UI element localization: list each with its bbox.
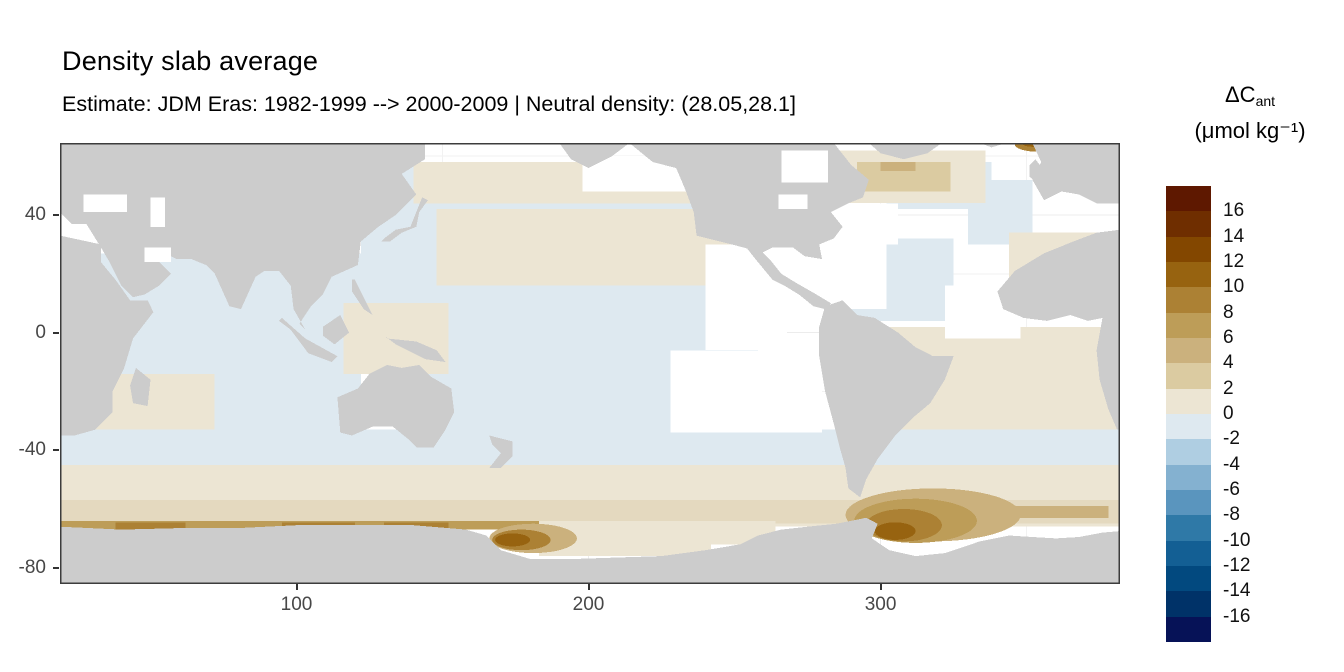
legend-color-swatch xyxy=(1166,388,1211,415)
legend-color-swatch xyxy=(1166,591,1211,618)
legend-color-swatch xyxy=(1166,312,1211,339)
legend-tick-label: 16 xyxy=(1223,200,1245,222)
legend-color-swatch xyxy=(1166,261,1211,288)
legend-color-swatch xyxy=(1166,439,1211,466)
legend-title-symbol: ΔCant xyxy=(1224,82,1276,109)
legend-tick-label: 8 xyxy=(1223,301,1234,323)
region-west-pacific-equatorial-cream xyxy=(343,303,449,374)
map-panel xyxy=(60,143,1120,584)
nodata-black-sea xyxy=(83,194,128,213)
nodata-great-lakes xyxy=(778,194,808,210)
legend-tick-label: 12 xyxy=(1223,250,1245,272)
panel-border xyxy=(60,143,1120,584)
land-british-isles xyxy=(1029,159,1047,186)
legend-color-swatch xyxy=(1166,515,1211,542)
legend-tick-label: -2 xyxy=(1223,428,1240,450)
region-weddell-darkest xyxy=(874,522,916,540)
y-tick-label: -80 xyxy=(18,556,46,578)
legend-tick-label: -12 xyxy=(1223,554,1251,576)
legend-units: (μmol kg⁻¹) xyxy=(1194,118,1306,143)
land-europe-right-edge xyxy=(1032,143,1120,204)
y-tick-label: 0 xyxy=(35,321,46,343)
legend-tick-label: 4 xyxy=(1223,352,1234,374)
land-sumatra-java xyxy=(279,317,338,362)
legend-color-swatch xyxy=(1166,489,1211,516)
legend-color-swatch xyxy=(1166,211,1211,238)
legend-color-swatch xyxy=(1166,236,1211,263)
x-tick-mark xyxy=(295,584,298,590)
land-japan xyxy=(381,197,428,242)
y-tick-label: 40 xyxy=(24,204,46,226)
legend-tick-label: -10 xyxy=(1223,529,1251,551)
region-southern-ocean-blue-band xyxy=(60,429,1120,465)
legend-color-swatch xyxy=(1166,616,1211,643)
land-south-america xyxy=(819,300,954,498)
legend-tick-label: -6 xyxy=(1223,478,1240,500)
nodata-hudson-bay xyxy=(781,150,828,183)
region-ross-sea-core xyxy=(495,533,531,547)
land-borneo xyxy=(322,315,350,345)
legend-color-swatch xyxy=(1166,337,1211,364)
x-tick-mark xyxy=(587,584,590,590)
legend-tick-label: 14 xyxy=(1223,225,1245,247)
region-north-atlantic-brown-fleck xyxy=(880,162,916,171)
legend-color-swatch xyxy=(1166,540,1211,567)
plot-subtitle: Estimate: JDM Eras: 1982-1999 --> 2000-2… xyxy=(62,92,796,116)
land-africa-east-left-edge xyxy=(60,235,154,436)
y-tick-mark xyxy=(53,566,59,569)
land-australia xyxy=(337,365,455,448)
legend-tick-label: -8 xyxy=(1223,504,1240,526)
legend-tick-label: 0 xyxy=(1223,402,1234,424)
legend-tick-label: 6 xyxy=(1223,326,1234,348)
x-tick-label: 100 xyxy=(280,594,313,615)
legend-color-swatch xyxy=(1166,186,1211,212)
legend-color-swatch xyxy=(1166,565,1211,592)
region-caribbean-no-data xyxy=(769,244,887,310)
y-tick-label: -40 xyxy=(18,439,46,461)
land-philippines xyxy=(352,279,373,315)
land-central-america xyxy=(746,247,831,310)
land-antarctica xyxy=(60,517,1120,584)
region-east-pacific-no-data-south xyxy=(670,350,823,433)
legend-title: ΔCant (μmol kg⁻¹) xyxy=(1157,82,1343,144)
region-antarctic-coastal-dark-1 xyxy=(115,522,186,530)
legend-color-swatch xyxy=(1166,363,1211,390)
land-greenland xyxy=(868,143,942,160)
legend-tick-label: -16 xyxy=(1223,605,1251,627)
legend-color-swatch xyxy=(1166,413,1211,440)
land-africa-west-right-edge xyxy=(997,229,1120,430)
x-tick-label: 300 xyxy=(864,594,897,615)
land-eurasia xyxy=(60,143,425,330)
land-new-guinea xyxy=(384,335,446,362)
nodata-persian-gulf xyxy=(144,247,171,263)
legend-color-swatch xyxy=(1166,464,1211,491)
region-south-pacific-west xyxy=(413,367,671,433)
y-tick-mark xyxy=(53,331,59,334)
region-antarctic-coastal-dark-3 xyxy=(384,522,449,529)
y-tick-mark xyxy=(53,449,59,452)
legend-tick-label: 10 xyxy=(1223,276,1245,298)
plot-title: Density slab average xyxy=(62,46,319,76)
land-new-zealand xyxy=(489,435,513,468)
y-tick-mark xyxy=(53,214,59,217)
legend-tick-label: -4 xyxy=(1223,453,1240,475)
x-tick-mark xyxy=(879,584,882,590)
region-north-pacific-gyre-cream xyxy=(436,209,735,286)
nodata-caspian-sea xyxy=(150,197,166,227)
legend-tick-label: -14 xyxy=(1223,580,1251,602)
legend-color-swatch xyxy=(1166,287,1211,314)
x-tick-label: 200 xyxy=(572,594,605,615)
region-weddell-east-tongue xyxy=(968,506,1109,518)
land-alaska xyxy=(559,143,630,168)
land-madagascar xyxy=(130,367,151,407)
legend-tick-label: 2 xyxy=(1223,377,1234,399)
